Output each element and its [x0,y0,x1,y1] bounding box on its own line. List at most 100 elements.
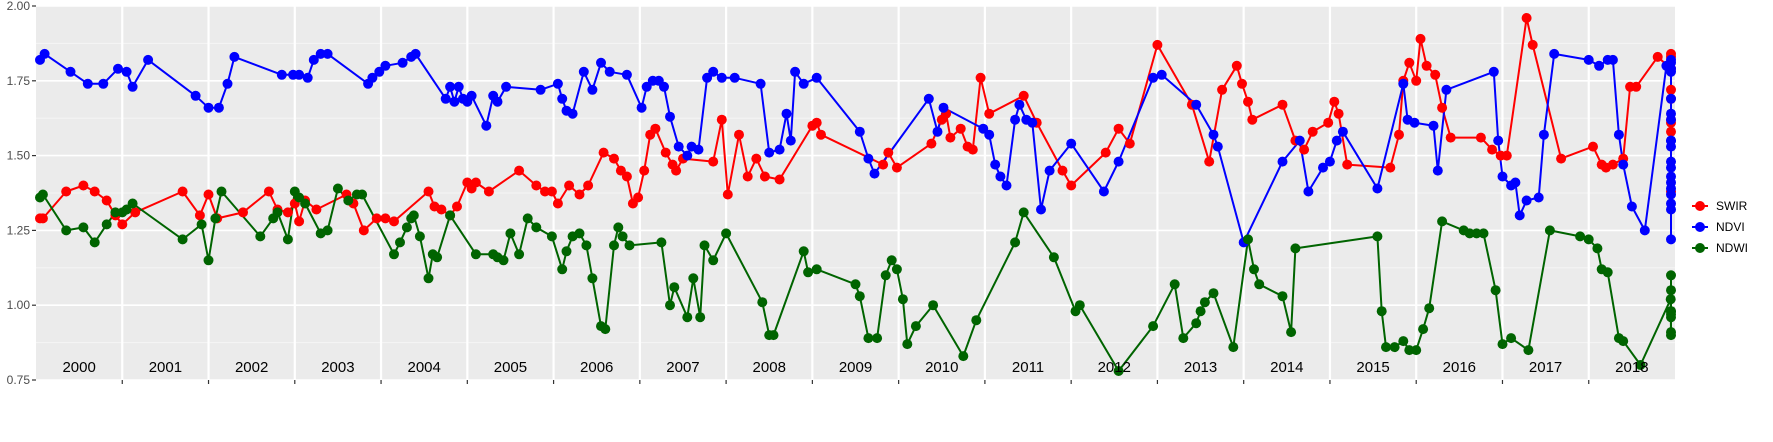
data-point-ndwi [1411,345,1422,356]
data-point-ndwi [322,225,333,236]
data-point-ndvi [127,81,138,92]
data-point-ndvi [308,54,319,65]
data-point-ndwi [880,270,891,281]
data-point-swir [650,123,661,134]
data-point-ndvi [1666,108,1676,119]
data-point-ndwi [522,213,533,224]
data-point-ndwi [1018,207,1029,218]
data-point-ndvi [764,147,775,158]
year-label: 2004 [407,359,440,376]
data-point-swir [967,144,978,155]
data-point-swir [1247,114,1258,125]
data-point-swir [639,165,650,176]
y-tick-label: 1.00 [7,298,31,312]
data-point-ndvi [1497,171,1508,182]
data-point-ndvi [449,96,460,107]
x-axis [121,380,1590,384]
data-point-swir [1243,96,1253,107]
data-point-ndwi [669,282,680,293]
data-point-swir [177,186,188,197]
data-point-ndwi [803,267,814,278]
data-point-swir [984,108,995,119]
data-point-ndvi [213,102,224,113]
data-point-swir [238,207,248,218]
data-point-ndwi [470,249,481,260]
data-point-ndvi [1666,171,1676,182]
data-point-swir [1421,60,1432,71]
data-point-swir [1323,117,1334,128]
data-point-ndvi [984,129,995,140]
year-label: 2017 [1529,359,1562,376]
data-point-swir [1487,144,1498,155]
data-point-swir [751,153,762,164]
data-point-ndwi [581,240,592,251]
data-point-ndvi [98,78,109,89]
data-point-ndvi [1613,129,1624,140]
data-point-ndvi [1010,114,1021,125]
data-point-swir [1527,39,1538,50]
data-point-swir [583,180,594,191]
data-point-ndwi [395,237,405,248]
data-point-swir [1556,153,1567,164]
data-point-ndwi [514,249,525,260]
data-point-ndwi [531,222,542,233]
data-point-ndwi [203,255,214,266]
y-axis: 0.75 1.00 1.25 1.50 1.75 2.00 [7,0,36,387]
data-point-ndwi [401,222,412,233]
data-point-swir [1404,57,1415,68]
y-tick-label: 0.75 [7,373,31,387]
data-point-ndvi [1014,99,1025,110]
data-point-ndvi [1514,210,1525,221]
data-point-ndwi [624,240,635,251]
year-label: 2010 [925,359,958,376]
legend-key-ndwi [1695,243,1705,253]
data-point-ndwi [695,312,706,323]
data-point-ndwi [255,231,266,242]
series-points [35,13,1676,376]
data-point-ndvi [578,66,589,77]
data-point-swir [1607,159,1618,170]
data-point-swir [452,201,462,212]
data-point-swir [1631,81,1642,92]
data-point-ndwi [1048,252,1059,263]
data-point-ndvi [587,84,598,95]
data-point-swir [1342,159,1353,170]
data-point-ndwi [1665,294,1676,305]
data-point-ndvi [1113,156,1124,167]
data-point-ndwi [1418,324,1429,335]
data-point-ndvi [621,69,632,80]
data-point-swir [203,189,214,200]
data-point-swir [1277,99,1288,110]
data-point-ndvi [1066,138,1077,149]
data-point-swir [540,186,550,197]
data-point-swir [1588,141,1598,152]
data-point-ndvi [453,81,464,92]
data-point-swir [716,114,727,125]
data-point-ndvi [1428,120,1439,131]
data-point-ndwi [656,237,667,248]
data-point-ndwi [1113,366,1124,376]
data-point-swir [926,138,937,149]
data-point-ndvi [1549,48,1560,59]
data-point-swir [282,207,293,218]
data-point-swir [891,162,902,173]
data-point-ndwi [1666,285,1676,296]
data-point-swir [1445,132,1456,143]
data-point-swir [78,180,89,191]
data-point-ndvi [1666,135,1676,146]
data-point-ndvi [729,72,740,83]
data-point-ndwi [587,273,598,284]
data-point-swir [546,186,557,197]
data-point-ndwi [721,228,732,239]
data-point-ndvi [410,48,421,59]
data-point-ndwi [1635,360,1646,370]
data-point-ndvi [798,78,809,89]
year-label: 2003 [321,359,354,376]
data-point-ndvi [716,72,727,83]
data-point-ndwi [1437,216,1448,227]
year-label: 2018 [1615,359,1648,376]
data-point-swir [61,186,72,197]
data-point-ndvi [1044,165,1055,176]
data-point-ndvi [1488,66,1499,77]
